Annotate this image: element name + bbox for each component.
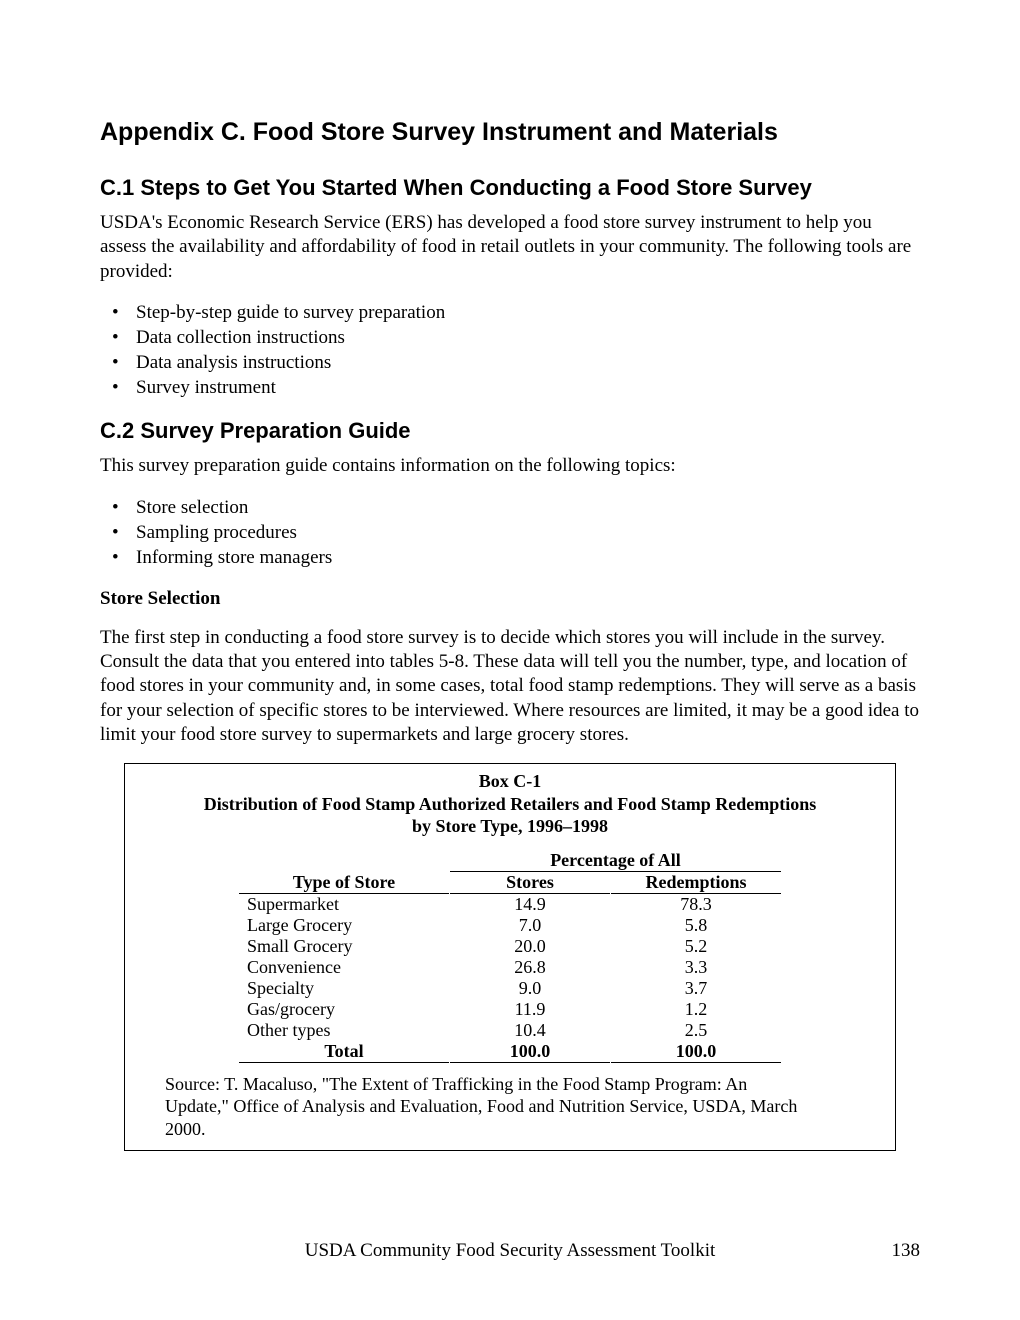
list-item: Survey instrument <box>112 375 920 400</box>
cell: Small Grocery <box>239 936 449 957</box>
c2-intro-paragraph: This survey preparation guide contains i… <box>100 454 920 478</box>
box-label: Box C-1 <box>159 770 861 793</box>
page-footer: USDA Community Food Security Assessment … <box>100 1240 920 1262</box>
table-row: Small Grocery 20.0 5.2 <box>239 936 781 957</box>
cell: Other types <box>239 1020 449 1041</box>
col-header-type: Type of Store <box>239 872 449 894</box>
c1-intro-paragraph: USDA's Economic Research Service (ERS) h… <box>100 211 920 284</box>
cell: 9.0 <box>450 978 610 999</box>
table-row: Supermarket 14.9 78.3 <box>239 894 781 915</box>
c2-bullet-list: Store selection Sampling procedures Info… <box>112 495 920 570</box>
list-item: Sampling procedures <box>112 520 920 545</box>
cell: 78.3 <box>611 894 781 915</box>
distribution-table: Percentage of All Type of Store Stores R… <box>238 850 782 1063</box>
cell: 1.2 <box>611 999 781 1020</box>
table-row: Convenience 26.8 3.3 <box>239 957 781 978</box>
cell: Convenience <box>239 957 449 978</box>
table-column-header-row: Type of Store Stores Redemptions <box>239 872 781 894</box>
list-item: Data collection instructions <box>112 325 920 350</box>
cell: 3.7 <box>611 978 781 999</box>
section-c2-heading: C.2 Survey Preparation Guide <box>100 418 920 444</box>
cell: 10.4 <box>450 1020 610 1041</box>
table-row: Other types 10.4 2.5 <box>239 1020 781 1041</box>
list-item: Informing store managers <box>112 545 920 570</box>
cell: 3.3 <box>611 957 781 978</box>
section-c1-heading: C.1 Steps to Get You Started When Conduc… <box>100 175 920 201</box>
box-title-line1: Distribution of Food Stamp Authorized Re… <box>159 793 861 816</box>
cell: 26.8 <box>450 957 610 978</box>
cell: 11.9 <box>450 999 610 1020</box>
cell: 5.2 <box>611 936 781 957</box>
cell: 2.5 <box>611 1020 781 1041</box>
store-selection-paragraph: The first step in conducting a food stor… <box>100 626 920 748</box>
table-row: Gas/grocery 11.9 1.2 <box>239 999 781 1020</box>
table-total-row: Total 100.0 100.0 <box>239 1041 781 1063</box>
cell-total-label: Total <box>239 1041 449 1063</box>
col-header-redemptions: Redemptions <box>611 872 781 894</box>
box-c1: Box C-1 Distribution of Food Stamp Autho… <box>124 763 896 1151</box>
table-row: Specialty 9.0 3.7 <box>239 978 781 999</box>
span-header: Percentage of All <box>450 850 781 872</box>
cell: Supermarket <box>239 894 449 915</box>
list-item: Store selection <box>112 495 920 520</box>
cell: 5.8 <box>611 915 781 936</box>
cell-total-redemptions: 100.0 <box>611 1041 781 1063</box>
cell: 20.0 <box>450 936 610 957</box>
cell: Large Grocery <box>239 915 449 936</box>
box-source-citation: Source: T. Macaluso, "The Extent of Traf… <box>165 1073 801 1141</box>
box-title: Box C-1 Distribution of Food Stamp Autho… <box>159 770 861 838</box>
page-number: 138 <box>892 1240 921 1262</box>
col-header-stores: Stores <box>450 872 610 894</box>
table-span-header-row: Percentage of All <box>239 850 781 872</box>
c1-bullet-list: Step-by-step guide to survey preparation… <box>112 300 920 400</box>
list-item: Step-by-step guide to survey preparation <box>112 300 920 325</box>
list-item: Data analysis instructions <box>112 350 920 375</box>
footer-title: USDA Community Food Security Assessment … <box>305 1240 716 1261</box>
cell: 7.0 <box>450 915 610 936</box>
table-row: Large Grocery 7.0 5.8 <box>239 915 781 936</box>
cell: Gas/grocery <box>239 999 449 1020</box>
store-selection-subheading: Store Selection <box>100 588 920 610</box>
cell: 14.9 <box>450 894 610 915</box>
box-title-line2: by Store Type, 1996–1998 <box>159 815 861 838</box>
cell-total-stores: 100.0 <box>450 1041 610 1063</box>
cell: Specialty <box>239 978 449 999</box>
appendix-title: Appendix C. Food Store Survey Instrument… <box>100 118 920 147</box>
